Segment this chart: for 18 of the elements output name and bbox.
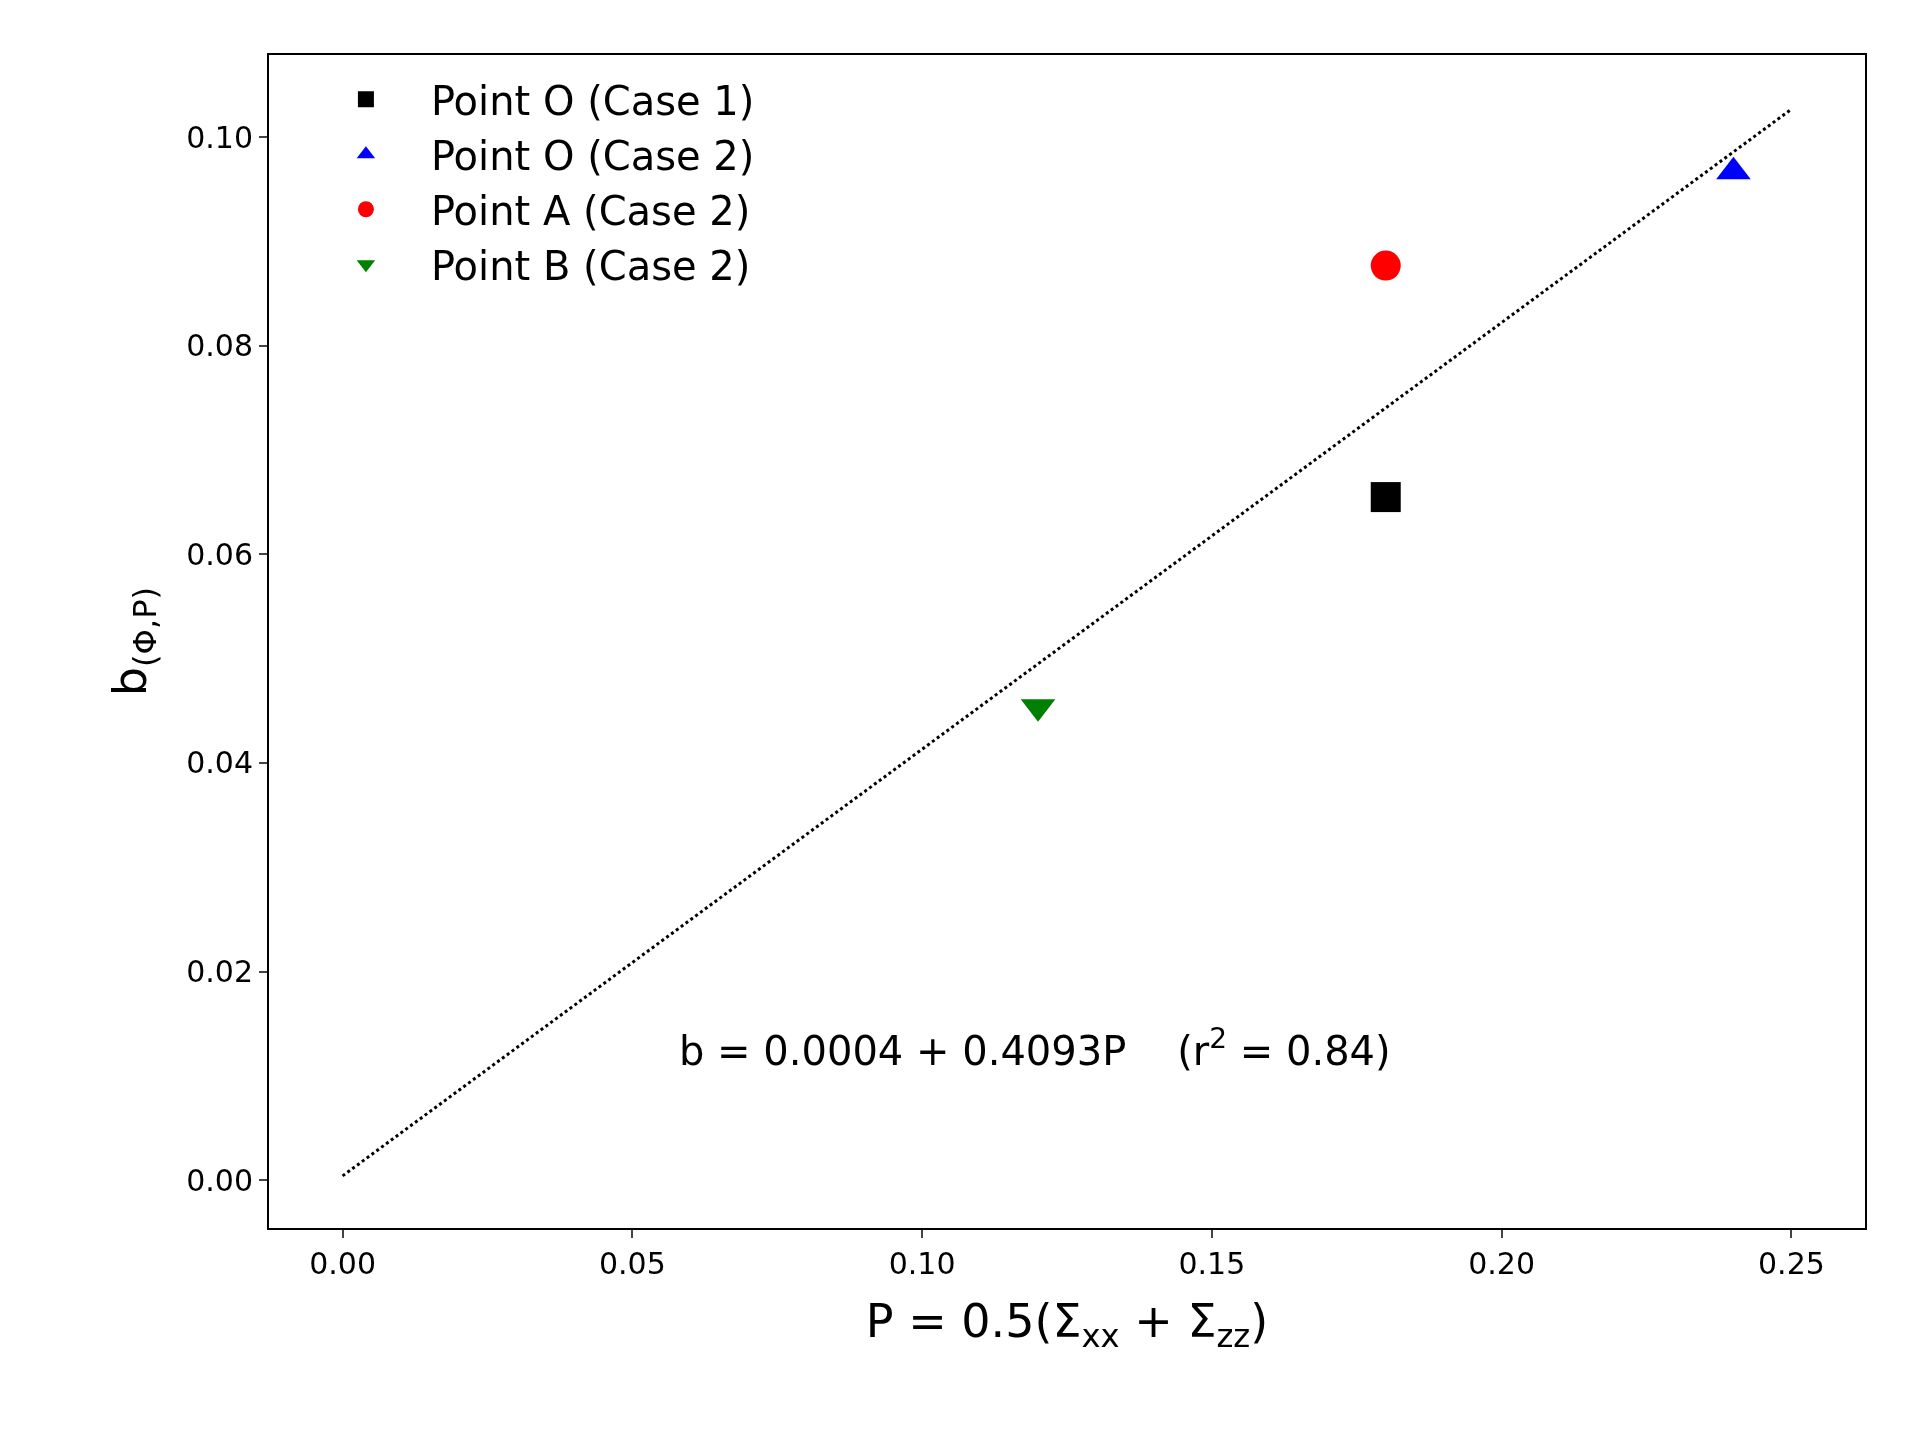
y-tick-label: 0.08: [186, 328, 253, 364]
x-tick-label: 0.00: [309, 1246, 376, 1281]
y-tick-label: 0.10: [186, 119, 253, 155]
y-tick-label: 0.02: [186, 954, 253, 989]
y-tick-label: 0.00: [186, 1162, 253, 1198]
x-tick-label: 0.25: [1758, 1246, 1825, 1281]
x-axis-title: P = 0.5(Σ$_{xx}$ + Σ$_{zz}$): [865, 1294, 1269, 1355]
x-tick-label: 0.10: [888, 1246, 956, 1281]
x-tick-label: 0.15: [1178, 1246, 1246, 1281]
legend-label: Point B (Case 2): [430, 242, 751, 289]
legend-label: Point O (Case 1): [430, 77, 755, 124]
y-tick-label: 0.06: [186, 536, 253, 572]
legend-label: Point O (Case 2): [430, 132, 755, 179]
annotation: b = 0.0004 + 0.4093P (r$^{2}$ = 0.84): [679, 1022, 1391, 1074]
x-tick-label: 0.05: [598, 1246, 666, 1281]
y-tick-label: 0.04: [186, 745, 253, 781]
legend-label: Point A (Case 2): [430, 187, 751, 234]
x-tick-label: 0.20: [1468, 1246, 1536, 1281]
